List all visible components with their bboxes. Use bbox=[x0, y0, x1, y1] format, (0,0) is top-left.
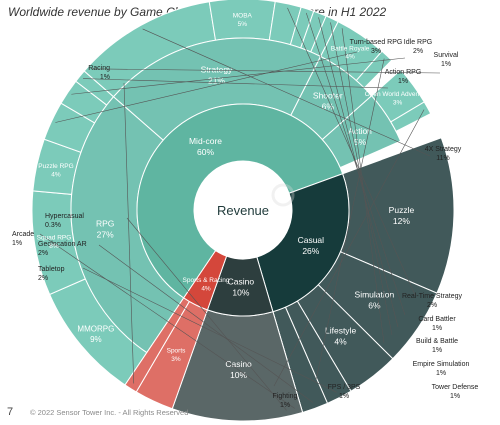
subgenre-4x-strategy-value: 11% bbox=[436, 155, 450, 162]
subgenre-tower-defense-label: Tower Defense bbox=[432, 384, 479, 391]
subgenre-real-time-strategy-label: Real-Time Strategy bbox=[402, 293, 463, 300]
genre-casual-hypercasual-label: Hypercasual bbox=[45, 213, 84, 220]
subgenre-empire-simulation-leader bbox=[330, 22, 393, 336]
subgenre-fps-3ps-label: FPS / 3PS bbox=[328, 384, 361, 391]
genre-mid-core-strategy-value: 21% bbox=[208, 75, 225, 85]
genre-casual-geolocation-ar-value: 2% bbox=[38, 250, 48, 257]
genre-casual-lifestyle-value: 4% bbox=[334, 337, 347, 347]
class-casino-label: Casino bbox=[228, 277, 255, 287]
genre-mid-core-rpg-label: RPG bbox=[96, 219, 114, 229]
subgenre-fighting-value: 1% bbox=[280, 402, 290, 409]
class-casino-value: 10% bbox=[232, 288, 249, 298]
class-sports-and-racing-value: 4% bbox=[201, 286, 211, 293]
genre-mid-core-shooter-label: Shooter bbox=[313, 91, 343, 101]
subgenre-battle-royale-label: Battle Royale bbox=[331, 45, 370, 52]
subgenre-card-battler-value: 1% bbox=[432, 325, 442, 332]
genre-casual-lifestyle-label: Lifestyle bbox=[325, 326, 356, 336]
genre-casino-casino-value: 10% bbox=[230, 370, 247, 380]
genre-casino-casino-label: Casino bbox=[225, 359, 252, 369]
subgenre-survival-label: Survival bbox=[434, 52, 459, 59]
subgenre-mmorpg-value: 9% bbox=[90, 335, 102, 344]
class-mid-core-label: Mid-core bbox=[189, 136, 222, 146]
genre-sports-and-racing-sports-value: 3% bbox=[171, 356, 181, 363]
subgenre-mmorpg-label: MMORPG bbox=[77, 324, 114, 333]
subgenre-build-and-battle-value: 1% bbox=[432, 347, 442, 354]
subgenre-build-and-battle-label: Build & Battle bbox=[416, 338, 458, 345]
subgenre-empire-simulation-label: Empire Simulation bbox=[413, 361, 470, 368]
genre-casual-puzzle-label: Puzzle bbox=[389, 205, 415, 215]
class-casual-value: 26% bbox=[302, 246, 319, 256]
center-label: Revenue bbox=[217, 203, 269, 218]
genre-casual-simulation-label: Simulation bbox=[355, 289, 395, 299]
watermark-logo bbox=[271, 183, 295, 207]
genre-casual-tabletop-value: 2% bbox=[38, 275, 48, 282]
subgenre-tower-defense-leader bbox=[341, 28, 385, 344]
class-casual-label: Casual bbox=[298, 235, 325, 245]
subgenre-4x-strategy-label: 4X Strategy bbox=[425, 146, 462, 153]
genre-sports-and-racing-racing-leader bbox=[123, 82, 135, 384]
genre-mid-core-strategy-label: Strategy bbox=[201, 64, 233, 74]
genre-mid-core-rpg-value: 27% bbox=[97, 230, 114, 240]
genre-casual-arcade-leader bbox=[39, 233, 295, 409]
class-sports-and-racing-label: Sports & Racing bbox=[183, 277, 230, 284]
genre-casual-arcade-value: 1% bbox=[12, 240, 22, 247]
genre-casual-simulation-value: 6% bbox=[368, 300, 381, 310]
subgenre-build-and-battle-leader bbox=[318, 17, 399, 328]
subgenre-card-battler-leader bbox=[305, 12, 406, 316]
genre-mid-core-shooter-value: 6% bbox=[322, 102, 335, 112]
copyright-notice: © 2022 Sensor Tower Inc. - All Rights Re… bbox=[30, 408, 189, 417]
genre-casual-arcade-label: Arcade bbox=[12, 231, 34, 238]
subgenre-real-time-strategy-leader bbox=[287, 7, 416, 296]
subgenre-action-rpg-leader bbox=[83, 78, 389, 89]
subgenre-fighting-leader bbox=[273, 109, 425, 387]
genre-casual-hypercasual-value: 0.3% bbox=[45, 222, 61, 229]
watermark-icon bbox=[271, 183, 295, 207]
genre-mid-core-action-label: Action bbox=[348, 126, 372, 136]
subgenre-fps-3ps-value: 1% bbox=[339, 393, 349, 400]
genre-casual-puzzle-value: 12% bbox=[393, 216, 410, 226]
center-hole bbox=[194, 161, 292, 259]
subgenre-action-rpg-value: 1% bbox=[398, 78, 408, 85]
subgenre-fighting-label: Fighting bbox=[273, 393, 298, 400]
page-number: 7 bbox=[7, 406, 14, 418]
subgenre-fps-3ps-leader bbox=[315, 58, 385, 381]
subgenre-turn-based-rpg-label: Turn-based RPG bbox=[350, 39, 403, 46]
subgenre-squad-rpg-value: 8% bbox=[49, 243, 59, 250]
subgenre-battle-royale-value: 4% bbox=[345, 54, 355, 61]
subgenre-open-world-adventure-value: 3% bbox=[393, 99, 403, 106]
genre-casual-tabletop-label: Tabletop bbox=[38, 266, 65, 273]
subgenre-open-world-adventure-label: Open World Adventure bbox=[365, 91, 431, 98]
subgenre-moba-value: 5% bbox=[238, 21, 248, 28]
subgenre-moba-label: MOBA bbox=[233, 13, 253, 20]
genre-sports-and-racing-racing-label: Racing bbox=[88, 65, 110, 72]
subgenre-squad-rpg-label: Squad RPG bbox=[37, 235, 72, 242]
subgenre-turn-based-rpg-leader bbox=[55, 51, 358, 123]
genre-casual-geolocation-ar-leader bbox=[98, 244, 314, 403]
subgenre-idle-rpg-value: 2% bbox=[413, 48, 423, 55]
subgenre-4x-strategy-leader bbox=[142, 28, 431, 157]
subgenre-survival-value: 1% bbox=[441, 61, 451, 68]
subgenre-turn-based-rpg-value: 3% bbox=[371, 48, 381, 55]
subgenre-idle-rpg-label: Idle RPG bbox=[404, 39, 432, 46]
subgenre-puzzle-rpg-label: Puzzle RPG bbox=[38, 163, 73, 170]
subgenre-empire-simulation-value: 1% bbox=[436, 370, 446, 377]
class-mid-core-value: 60% bbox=[197, 147, 214, 157]
subgenre-idle-rpg-leader bbox=[71, 57, 406, 95]
subgenre-puzzle-rpg-value: 4% bbox=[51, 171, 61, 178]
genre-mid-core-action-value: 5% bbox=[354, 137, 367, 147]
subgenre-survival-leader bbox=[91, 68, 441, 74]
genre-casual-geolocation-ar-label: Geolocation AR bbox=[38, 241, 87, 248]
subgenre-real-time-strategy-value: 2% bbox=[427, 302, 437, 309]
genre-sports-and-racing-racing-value: 1% bbox=[100, 74, 110, 81]
genre-casual-hypercasual-leader bbox=[126, 217, 287, 411]
subgenre-card-battler-label: Card Battler bbox=[418, 316, 456, 323]
subgenre-tower-defense-value: 1% bbox=[450, 393, 460, 400]
genre-casual-tabletop-leader bbox=[82, 267, 337, 393]
genre-sports-and-racing-sports-label: Sports bbox=[167, 348, 187, 355]
